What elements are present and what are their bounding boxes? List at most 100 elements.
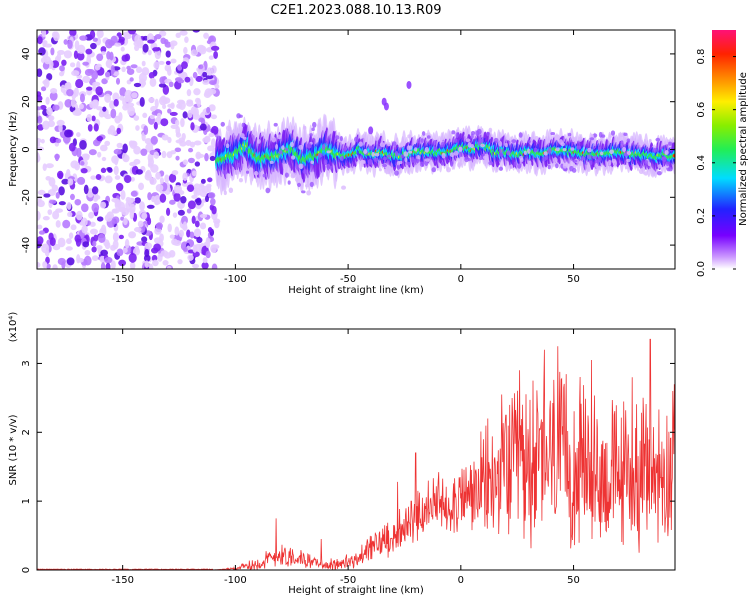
noise-speckle [208, 55, 214, 60]
trace-speckle [225, 143, 230, 149]
trace-speckle [453, 138, 458, 143]
noise-speckle [56, 170, 64, 179]
trace-speckle [647, 162, 652, 166]
noise-speckle [60, 84, 66, 94]
trace-speckle [298, 144, 304, 150]
noise-speckle [193, 140, 202, 146]
noise-speckle [123, 217, 128, 226]
noise-speckle [82, 75, 91, 84]
noise-speckle [70, 98, 77, 108]
noise-speckle [122, 143, 128, 154]
trace-speckle [599, 151, 604, 156]
trace-speckle [309, 133, 313, 137]
noise-speckle [148, 97, 155, 103]
noise-speckle [123, 174, 132, 184]
noise-speckle [91, 255, 99, 262]
noise-speckle [150, 135, 158, 145]
noise-speckle [190, 106, 197, 115]
trace-speckle [518, 132, 523, 138]
noise-speckle [113, 98, 119, 107]
noise-speckle [194, 220, 200, 228]
noise-speckle [69, 30, 77, 37]
trace-speckle [553, 157, 558, 163]
noise-speckle [210, 45, 220, 51]
trace-speckle [620, 140, 624, 145]
trace-speckle [643, 171, 648, 176]
noise-speckle [207, 192, 216, 199]
trace-speckle [406, 161, 411, 166]
trace-speckle [277, 134, 281, 140]
noise-speckle [167, 103, 175, 108]
noise-speckle [76, 52, 85, 61]
noise-speckle [181, 61, 188, 69]
noise-speckle [93, 123, 99, 132]
trace-speckle [312, 121, 317, 128]
noise-speckle [37, 124, 44, 131]
trace-speckle [626, 158, 631, 163]
noise-speckle [129, 77, 134, 82]
noise-speckle [86, 113, 92, 122]
trace-speckle [398, 160, 403, 165]
noise-speckle [199, 213, 208, 219]
trace-speckle [415, 158, 420, 163]
trace-speckle [451, 130, 456, 135]
trace-speckle [431, 167, 436, 173]
noise-speckle [144, 260, 149, 268]
noise-speckle [174, 226, 180, 236]
noise-speckle [43, 78, 50, 88]
snr-xtick-label: 50 [567, 575, 580, 586]
noise-speckle [184, 76, 191, 83]
noise-speckle [198, 184, 205, 193]
trace-speckle [571, 137, 575, 143]
noise-speckle [88, 211, 95, 219]
trace-speckle [223, 190, 227, 196]
noise-speckle [118, 259, 127, 267]
noise-speckle [147, 39, 155, 44]
noise-speckle [171, 170, 179, 176]
trace-speckle [493, 137, 499, 143]
trace-speckle [665, 161, 670, 166]
noise-speckle [129, 161, 137, 167]
noise-speckle [44, 43, 52, 48]
noise-speckle [177, 209, 185, 216]
trace-speckle [278, 150, 283, 155]
trace-speckle [326, 150, 331, 154]
trace-speckle [311, 127, 315, 132]
trace-speckle [465, 138, 471, 143]
noise-speckle [143, 125, 149, 135]
noise-speckle [149, 114, 155, 120]
trace-speckle [523, 150, 527, 156]
noise-speckle [166, 207, 171, 217]
noise-speckle [90, 175, 97, 180]
noise-speckle [45, 163, 54, 169]
noise-speckle [105, 39, 113, 49]
trace-speckle [298, 163, 304, 170]
noise-speckle [206, 67, 213, 76]
noise-speckle [81, 225, 88, 234]
trace-speckle [656, 170, 662, 176]
noise-speckle [137, 220, 144, 228]
noise-speckle [85, 86, 93, 91]
noise-speckle [195, 204, 202, 210]
noise-speckle [141, 60, 146, 67]
trace-speckle [326, 163, 330, 169]
noise-speckle [192, 71, 198, 79]
noise-speckle [182, 159, 188, 165]
noise-speckle [52, 210, 60, 220]
noise-speckle [166, 265, 172, 269]
trace-speckle [527, 148, 531, 154]
trace-speckle [425, 158, 430, 162]
noise-speckle [164, 41, 172, 48]
trace-speckle [619, 132, 624, 138]
trace-speckle [416, 138, 421, 144]
noise-speckle [115, 182, 124, 192]
trace-speckle [626, 150, 632, 156]
trace-speckle [369, 145, 374, 151]
trace-speckle [440, 141, 446, 148]
snr-xtick-label: -100 [224, 575, 247, 586]
trace-speckle [464, 156, 470, 163]
noise-speckle [121, 54, 129, 62]
noise-speckle [151, 110, 159, 116]
noise-speckle [120, 189, 126, 200]
trace-speckle [622, 146, 627, 152]
